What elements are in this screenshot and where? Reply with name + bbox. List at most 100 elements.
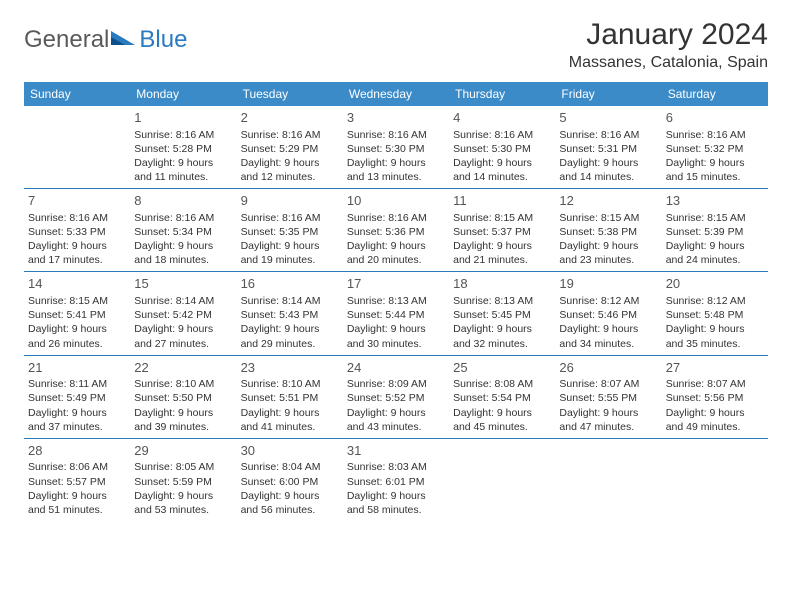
sunset-text: Sunset: 5:29 PM (241, 142, 339, 156)
day-cell: 23Sunrise: 8:10 AMSunset: 5:51 PMDayligh… (237, 355, 343, 438)
daylight-text: and 41 minutes. (241, 420, 339, 434)
day-cell: 18Sunrise: 8:13 AMSunset: 5:45 PMDayligh… (449, 272, 555, 355)
day-number: 9 (241, 192, 339, 210)
page-title: January 2024 (569, 18, 768, 52)
sunset-text: Sunset: 5:31 PM (559, 142, 657, 156)
sunset-text: Sunset: 5:49 PM (28, 391, 126, 405)
sunrise-text: Sunrise: 8:12 AM (666, 294, 764, 308)
sunset-text: Sunset: 6:01 PM (347, 475, 445, 489)
daylight-text: Daylight: 9 hours (28, 489, 126, 503)
day-cell: 9Sunrise: 8:16 AMSunset: 5:35 PMDaylight… (237, 189, 343, 272)
day-number: 6 (666, 109, 764, 127)
flag-icon (111, 27, 137, 52)
day-number: 27 (666, 359, 764, 377)
sunrise-text: Sunrise: 8:04 AM (241, 460, 339, 474)
day-cell: 6Sunrise: 8:16 AMSunset: 5:32 PMDaylight… (662, 106, 768, 189)
day-cell: 22Sunrise: 8:10 AMSunset: 5:50 PMDayligh… (130, 355, 236, 438)
daylight-text: Daylight: 9 hours (347, 489, 445, 503)
day-cell: 10Sunrise: 8:16 AMSunset: 5:36 PMDayligh… (343, 189, 449, 272)
day-header: Tuesday (237, 82, 343, 106)
day-cell: 13Sunrise: 8:15 AMSunset: 5:39 PMDayligh… (662, 189, 768, 272)
day-cell: 5Sunrise: 8:16 AMSunset: 5:31 PMDaylight… (555, 106, 661, 189)
sunset-text: Sunset: 5:30 PM (347, 142, 445, 156)
day-header: Thursday (449, 82, 555, 106)
day-number: 8 (134, 192, 232, 210)
daylight-text: Daylight: 9 hours (453, 322, 551, 336)
sunset-text: Sunset: 5:55 PM (559, 391, 657, 405)
daylight-text: and 29 minutes. (241, 337, 339, 351)
sunrise-text: Sunrise: 8:10 AM (134, 377, 232, 391)
week-row: 21Sunrise: 8:11 AMSunset: 5:49 PMDayligh… (24, 355, 768, 438)
daylight-text: Daylight: 9 hours (347, 156, 445, 170)
daylight-text: Daylight: 9 hours (666, 156, 764, 170)
daylight-text: Daylight: 9 hours (241, 156, 339, 170)
day-number: 20 (666, 275, 764, 293)
sunrise-text: Sunrise: 8:15 AM (666, 211, 764, 225)
daylight-text: Daylight: 9 hours (666, 239, 764, 253)
day-number: 26 (559, 359, 657, 377)
daylight-text: and 32 minutes. (453, 337, 551, 351)
location-text: Massanes, Catalonia, Spain (569, 54, 768, 72)
day-cell: 27Sunrise: 8:07 AMSunset: 5:56 PMDayligh… (662, 355, 768, 438)
sunrise-text: Sunrise: 8:16 AM (134, 128, 232, 142)
day-number: 30 (241, 442, 339, 460)
day-cell: 31Sunrise: 8:03 AMSunset: 6:01 PMDayligh… (343, 438, 449, 521)
daylight-text: Daylight: 9 hours (559, 156, 657, 170)
day-cell: 29Sunrise: 8:05 AMSunset: 5:59 PMDayligh… (130, 438, 236, 521)
daylight-text: Daylight: 9 hours (134, 406, 232, 420)
sunset-text: Sunset: 5:46 PM (559, 308, 657, 322)
day-header: Friday (555, 82, 661, 106)
sunrise-text: Sunrise: 8:16 AM (559, 128, 657, 142)
day-number: 2 (241, 109, 339, 127)
sunrise-text: Sunrise: 8:06 AM (28, 460, 126, 474)
daylight-text: and 37 minutes. (28, 420, 126, 434)
sunset-text: Sunset: 5:39 PM (666, 225, 764, 239)
daylight-text: and 14 minutes. (453, 170, 551, 184)
day-number: 29 (134, 442, 232, 460)
daylight-text: and 51 minutes. (28, 503, 126, 517)
sunset-text: Sunset: 5:52 PM (347, 391, 445, 405)
logo: General Blue (24, 18, 187, 54)
sunset-text: Sunset: 5:43 PM (241, 308, 339, 322)
day-cell: 12Sunrise: 8:15 AMSunset: 5:38 PMDayligh… (555, 189, 661, 272)
daylight-text: and 23 minutes. (559, 253, 657, 267)
daylight-text: and 11 minutes. (134, 170, 232, 184)
day-number: 4 (453, 109, 551, 127)
daylight-text: and 47 minutes. (559, 420, 657, 434)
day-cell: 11Sunrise: 8:15 AMSunset: 5:37 PMDayligh… (449, 189, 555, 272)
week-row: 28Sunrise: 8:06 AMSunset: 5:57 PMDayligh… (24, 438, 768, 521)
sunrise-text: Sunrise: 8:13 AM (453, 294, 551, 308)
daylight-text: and 43 minutes. (347, 420, 445, 434)
day-number: 28 (28, 442, 126, 460)
daylight-text: Daylight: 9 hours (134, 489, 232, 503)
daylight-text: and 14 minutes. (559, 170, 657, 184)
day-number: 13 (666, 192, 764, 210)
sunset-text: Sunset: 5:38 PM (559, 225, 657, 239)
sunset-text: Sunset: 5:41 PM (28, 308, 126, 322)
daylight-text: Daylight: 9 hours (28, 406, 126, 420)
day-cell: 20Sunrise: 8:12 AMSunset: 5:48 PMDayligh… (662, 272, 768, 355)
sunrise-text: Sunrise: 8:07 AM (559, 377, 657, 391)
sunrise-text: Sunrise: 8:07 AM (666, 377, 764, 391)
week-row: 1Sunrise: 8:16 AMSunset: 5:28 PMDaylight… (24, 106, 768, 189)
sunset-text: Sunset: 5:59 PM (134, 475, 232, 489)
daylight-text: Daylight: 9 hours (28, 239, 126, 253)
day-number: 25 (453, 359, 551, 377)
day-number: 21 (28, 359, 126, 377)
sunset-text: Sunset: 5:57 PM (28, 475, 126, 489)
sunrise-text: Sunrise: 8:16 AM (666, 128, 764, 142)
sunrise-text: Sunrise: 8:16 AM (453, 128, 551, 142)
day-number: 11 (453, 192, 551, 210)
logo-text-general: General (24, 26, 109, 54)
daylight-text: Daylight: 9 hours (453, 406, 551, 420)
sunrise-text: Sunrise: 8:16 AM (134, 211, 232, 225)
daylight-text: Daylight: 9 hours (28, 322, 126, 336)
daylight-text: and 12 minutes. (241, 170, 339, 184)
daylight-text: and 18 minutes. (134, 253, 232, 267)
daylight-text: and 27 minutes. (134, 337, 232, 351)
sunset-text: Sunset: 5:32 PM (666, 142, 764, 156)
sunrise-text: Sunrise: 8:16 AM (347, 128, 445, 142)
day-cell: 24Sunrise: 8:09 AMSunset: 5:52 PMDayligh… (343, 355, 449, 438)
daylight-text: Daylight: 9 hours (134, 322, 232, 336)
day-cell: 2Sunrise: 8:16 AMSunset: 5:29 PMDaylight… (237, 106, 343, 189)
